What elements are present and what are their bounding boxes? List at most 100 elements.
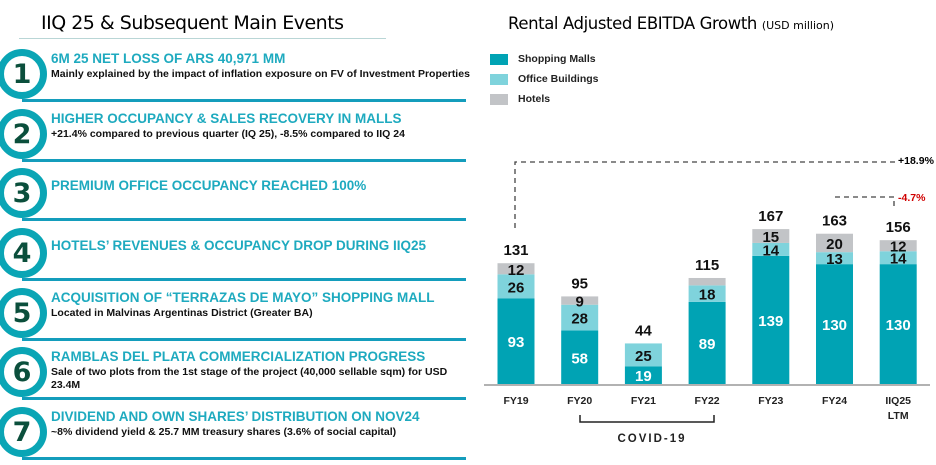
event-item: 5 ACQUISITION OF “TERRAZAS DE MAYO” SHOP… [0,286,470,346]
event-number-badge: 1 [0,49,47,99]
event-item: 2 HIGHER OCCUPANCY & SALES RECOVERY IN M… [0,107,470,167]
chart-title-text: Rental Adjusted EBITDA Growth [508,14,757,33]
bar-segment-shopping-malls [879,264,917,384]
bar-segment-hotels [879,240,917,252]
event-heading: 6M 25 NET LOSS OF ARS 40,971 MM [51,51,286,66]
event-number-badge: 7 [0,407,47,457]
data-label: 28 [571,311,588,328]
event-number-badge: 3 [0,168,47,218]
data-label: 12 [508,262,525,279]
event-number-badge: 6 [0,347,47,397]
bar-segment-office-buildings [752,242,790,256]
x-tick-label: FY23 [758,395,783,407]
total-label: 115 [695,257,719,274]
legend-swatch [490,53,508,65]
data-label: 19 [635,368,652,385]
legend-shopping-malls: Shopping Malls [490,53,596,65]
legend-label: Office Buildings [518,73,599,85]
event-detail: +21.4% compared to previous quarter (IQ … [51,128,405,140]
data-label: 18 [699,287,716,304]
bar-segment-office-buildings [879,251,917,265]
event-item: 4 HOTELS’ REVENUES & OCCUPANCY DROP DURI… [0,226,470,286]
event-detail: Sale of two plots from the 1st stage of … [51,366,448,391]
event-separator [22,218,466,221]
event-separator [22,159,466,162]
bar-segment-office-buildings [688,285,726,302]
data-label: 12 [890,239,907,256]
event-number-badge: 5 [0,288,47,338]
event-detail: ~8% dividend yield & 25.7 MM treasury sh… [51,426,397,438]
total-label: 131 [503,242,528,259]
bar-segment-shopping-malls [816,264,853,384]
event-separator [22,397,466,400]
title-underline [19,38,386,39]
bar-segment-hotels [688,277,726,286]
events-title: IIQ 25 & Subsequent Main Events [41,12,344,34]
x-tick-label: FY24 [822,395,847,407]
data-label: 93 [508,334,525,351]
data-label: 15 [762,229,779,246]
data-label: 25 [635,348,652,365]
legend-swatch [490,93,508,105]
event-heading: RAMBLAS DEL PLATA COMMERCIALIZATION PROG… [51,349,426,364]
x-tick-label: IIQ25 [885,395,911,407]
data-label: 89 [699,336,716,353]
event-heading: HOTELS’ REVENUES & OCCUPANCY DROP DURING… [51,238,427,253]
bar-segment-hotels [752,229,790,243]
event-detail: Mainly explained by the impact of inflat… [51,68,470,80]
bar-segment-office-buildings [561,304,599,331]
event-separator [22,99,466,102]
event-separator [22,338,466,341]
data-label: 139 [758,313,783,330]
bar-segment-office-buildings [497,274,535,299]
data-label: 58 [571,350,588,367]
event-item: 3 PREMIUM OFFICE OCCUPANCY REACHED 100% [0,166,470,226]
data-label: 9 [576,294,584,311]
data-label: 14 [890,251,907,268]
event-item: 6 RAMBLAS DEL PLATA COMMERCIALIZATION PR… [0,345,470,405]
data-label: 20 [826,236,843,253]
covid-bracket [579,415,715,423]
bar-segment-shopping-malls [624,366,662,384]
total-label: 156 [886,219,911,236]
growth-annotation: +18.9% [898,155,935,167]
event-number-badge: 2 [0,109,47,159]
x-tick-label: FY20 [567,395,592,407]
event-detail: Located in Malvinas Argentinas District … [51,307,313,319]
event-heading: HIGHER OCCUPANCY & SALES RECOVERY IN MAL… [51,111,402,126]
growth-bracket-line [514,161,895,228]
x-tick-label: FY19 [503,395,528,407]
bar-segment-shopping-malls [752,255,790,384]
data-label: 130 [822,317,847,334]
legend-office-buildings: Office Buildings [490,73,599,85]
data-label: 13 [826,251,843,268]
legend-swatch [490,73,508,85]
bar-segment-hotels [816,233,853,253]
x-tick-label: FY22 [695,395,720,407]
chart-title: Rental Adjusted EBITDA Growth (USD milli… [508,14,834,33]
x-tick-label: FY21 [631,395,656,407]
total-label: 95 [571,275,588,292]
chart-subtitle: (USD million) [761,19,835,32]
legend-label: Hotels [518,93,551,105]
bar-segment-shopping-malls [497,298,535,384]
bar-segment-shopping-malls [561,330,599,384]
legend-hotels: Hotels [490,93,550,105]
event-item: 7 DIVIDEND AND OWN SHARES’ DISTRIBUTION … [0,405,470,465]
decline-bracket-line [835,196,895,210]
event-heading: DIVIDEND AND OWN SHARES’ DISTRIBUTION ON… [51,409,420,424]
x-tick-label: LTM [888,410,909,422]
event-separator [22,278,466,281]
bar-segment-office-buildings [816,252,853,265]
event-number-badge: 4 [0,228,47,278]
data-label: 14 [762,242,779,259]
total-label: 44 [635,322,652,339]
bar-segment-hotels [561,296,599,305]
event-item: 1 6M 25 NET LOSS OF ARS 40,971 MM Mainly… [0,47,470,107]
bar-segment-office-buildings [624,343,662,367]
total-label: 167 [758,208,783,225]
event-heading: ACQUISITION OF “TERRAZAS DE MAYO” SHOPPI… [51,290,435,305]
legend-label: Shopping Malls [518,53,596,65]
decline-annotation: -4.7% [898,192,926,204]
